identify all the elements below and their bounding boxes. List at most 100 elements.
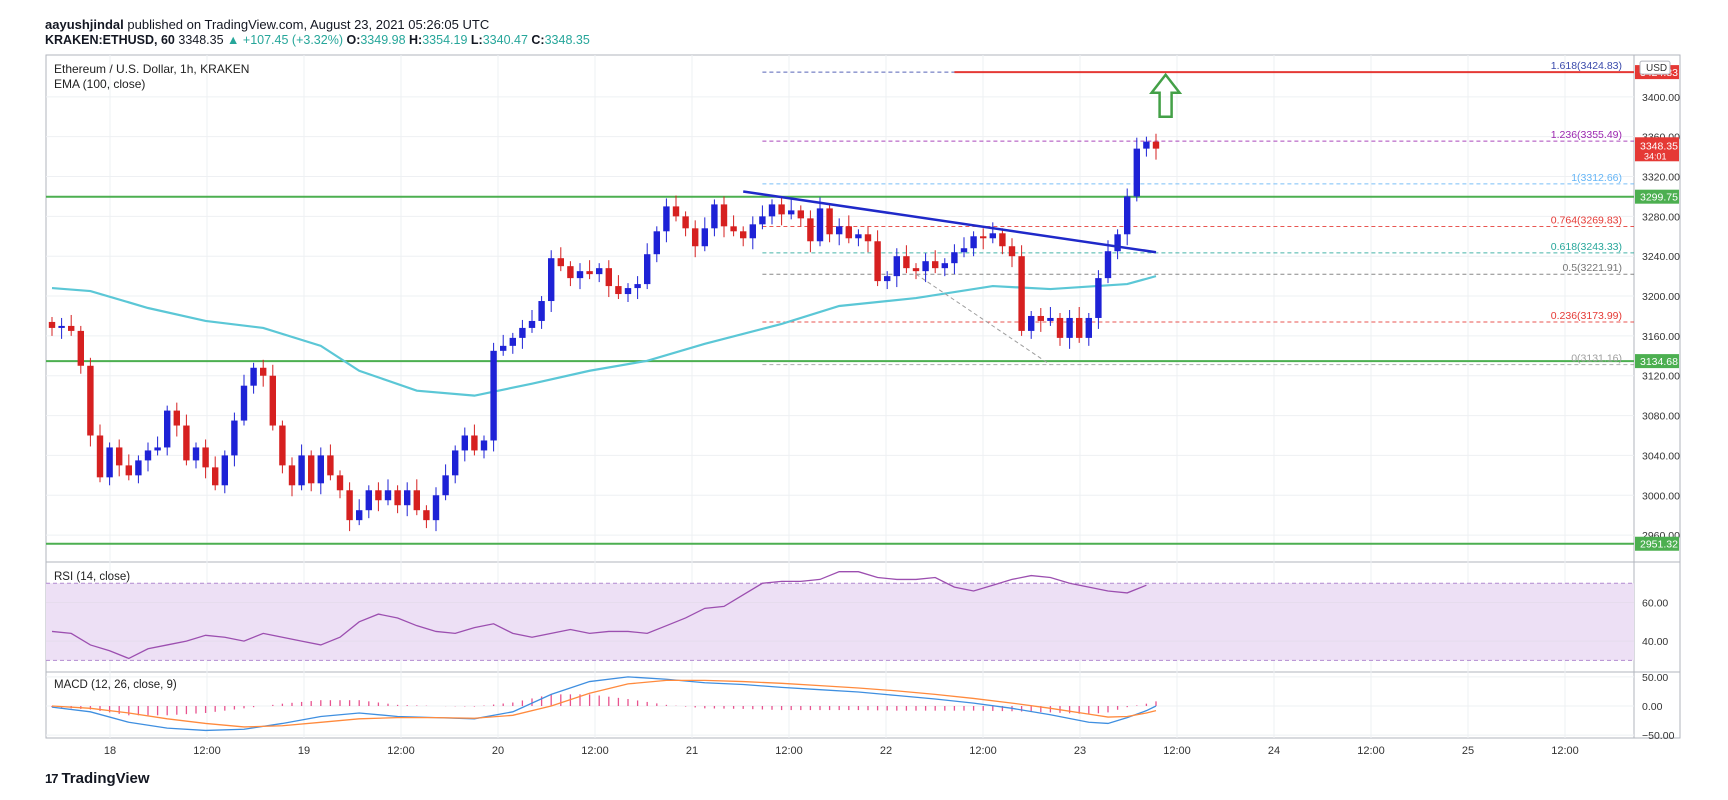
candle-body xyxy=(624,288,632,295)
candle-body xyxy=(605,268,612,287)
x-tick-label: 12:00 xyxy=(1357,745,1385,757)
candle-body xyxy=(682,216,689,229)
x-tick-label: 12:00 xyxy=(581,745,609,757)
candle-body xyxy=(183,425,190,461)
candle-body xyxy=(423,510,430,521)
candle-body xyxy=(96,435,104,478)
candle-body xyxy=(692,228,699,247)
x-tick-label: 22 xyxy=(880,745,892,757)
candle-body xyxy=(759,216,766,225)
last-price: 3348.35 xyxy=(178,33,224,47)
last-price-tag xyxy=(1635,137,1679,162)
candle-body xyxy=(768,204,776,217)
candle-body xyxy=(317,455,324,484)
macd-signal-line xyxy=(51,679,1157,728)
candle-body xyxy=(1037,315,1044,321)
candle-body xyxy=(298,455,305,486)
candle-body xyxy=(1133,148,1140,197)
candle-body xyxy=(1143,141,1150,149)
macd-label: MACD (12, 26, close, 9) xyxy=(54,679,177,691)
candle-body xyxy=(192,447,200,461)
tradingview-logo-mark: 17 xyxy=(45,771,59,786)
candle-body xyxy=(980,236,987,239)
candle-body xyxy=(442,475,449,496)
candle-body xyxy=(68,325,75,331)
candle-body xyxy=(250,367,257,386)
currency-label: USD xyxy=(1646,63,1667,74)
price-tick-label: 3160.00 xyxy=(1642,331,1680,343)
fib-level-label: 1.236(3355.49) xyxy=(1551,129,1622,141)
high-value: 3354.19 xyxy=(422,33,468,47)
x-tick-label: 12:00 xyxy=(1163,745,1191,757)
low-value: 3340.47 xyxy=(482,33,528,47)
currency-badge xyxy=(1639,60,1671,75)
support-price-label: 3299.75 xyxy=(1640,192,1678,204)
candle-body xyxy=(778,204,785,215)
candle-body xyxy=(519,327,526,338)
candle-body xyxy=(826,208,833,235)
candle-body xyxy=(912,268,920,272)
candle-body xyxy=(672,206,680,217)
fib-anchor-line xyxy=(915,273,1051,366)
x-tick-label: 24 xyxy=(1268,745,1280,757)
candle-body xyxy=(1018,256,1025,331)
candle-body xyxy=(634,284,641,289)
change-value: ▲ +107.45 (+3.32%) xyxy=(227,33,343,47)
change-arrow: ▲ xyxy=(227,33,240,47)
candle-body xyxy=(173,410,180,426)
price-tick-label: 3040.00 xyxy=(1642,450,1680,462)
candle-body xyxy=(720,204,728,227)
fib-level-label: 0.618(3243.33) xyxy=(1551,241,1622,253)
candle-body xyxy=(384,490,392,501)
x-tick-label: 25 xyxy=(1462,745,1474,757)
high-label: H: xyxy=(409,33,423,47)
rsi-line xyxy=(51,571,1147,660)
candle-body xyxy=(845,226,852,239)
x-tick-label: 18 xyxy=(104,745,116,757)
candle-body xyxy=(1066,317,1073,338)
candle-body xyxy=(893,256,900,277)
candle-body xyxy=(538,301,545,321)
candle-body xyxy=(855,234,862,239)
candle-body xyxy=(260,367,267,376)
candle-body xyxy=(365,490,372,511)
x-tick-label: 12:00 xyxy=(1551,745,1579,757)
candle-body xyxy=(288,465,296,486)
last-price-label: 3348.35 xyxy=(1640,140,1678,152)
ohlc-line: KRAKEN:ETHUSD, 60 3348.35 ▲ +107.45 (+3.… xyxy=(45,33,590,47)
x-tick-label: 20 xyxy=(492,745,504,757)
support-price-label: 3134.68 xyxy=(1640,356,1678,368)
author-name[interactable]: aayushjindal xyxy=(45,17,124,32)
candle-body xyxy=(816,208,824,242)
candle-body xyxy=(615,286,622,295)
publish-info: aayushjindal published on TradingView.co… xyxy=(45,17,489,32)
close-label: C: xyxy=(531,33,545,47)
candle-body xyxy=(221,455,228,486)
candle-body xyxy=(1152,141,1160,149)
fib-level-label: 1.618(3424.83) xyxy=(1551,60,1622,72)
ema-label: EMA (100, close) xyxy=(54,77,145,91)
tradingview-logo[interactable]: 17 TradingView xyxy=(45,770,150,787)
close-value: 3348.35 xyxy=(544,33,590,47)
candle-body xyxy=(1124,196,1131,235)
support-price-tag xyxy=(1635,189,1679,204)
candle-body xyxy=(58,325,65,328)
fib-level-label: 0.5(3221.91) xyxy=(1562,262,1622,274)
candle-body xyxy=(1028,315,1035,331)
candle-body xyxy=(231,420,238,456)
rsi-tick-label: 60.00 xyxy=(1642,598,1668,610)
candle-body xyxy=(740,231,747,239)
candle-body xyxy=(922,261,929,272)
candle-body xyxy=(1114,234,1121,252)
candle-body xyxy=(87,365,94,436)
candle-body xyxy=(500,345,507,351)
x-tick-label: 12:00 xyxy=(775,745,803,757)
candle-body xyxy=(970,236,977,249)
candle-body xyxy=(864,234,872,242)
candle-body xyxy=(144,450,152,461)
x-tick-label: 23 xyxy=(1074,745,1086,757)
candle-body xyxy=(413,490,420,511)
candle-body xyxy=(212,467,219,486)
candle-body xyxy=(701,228,708,247)
